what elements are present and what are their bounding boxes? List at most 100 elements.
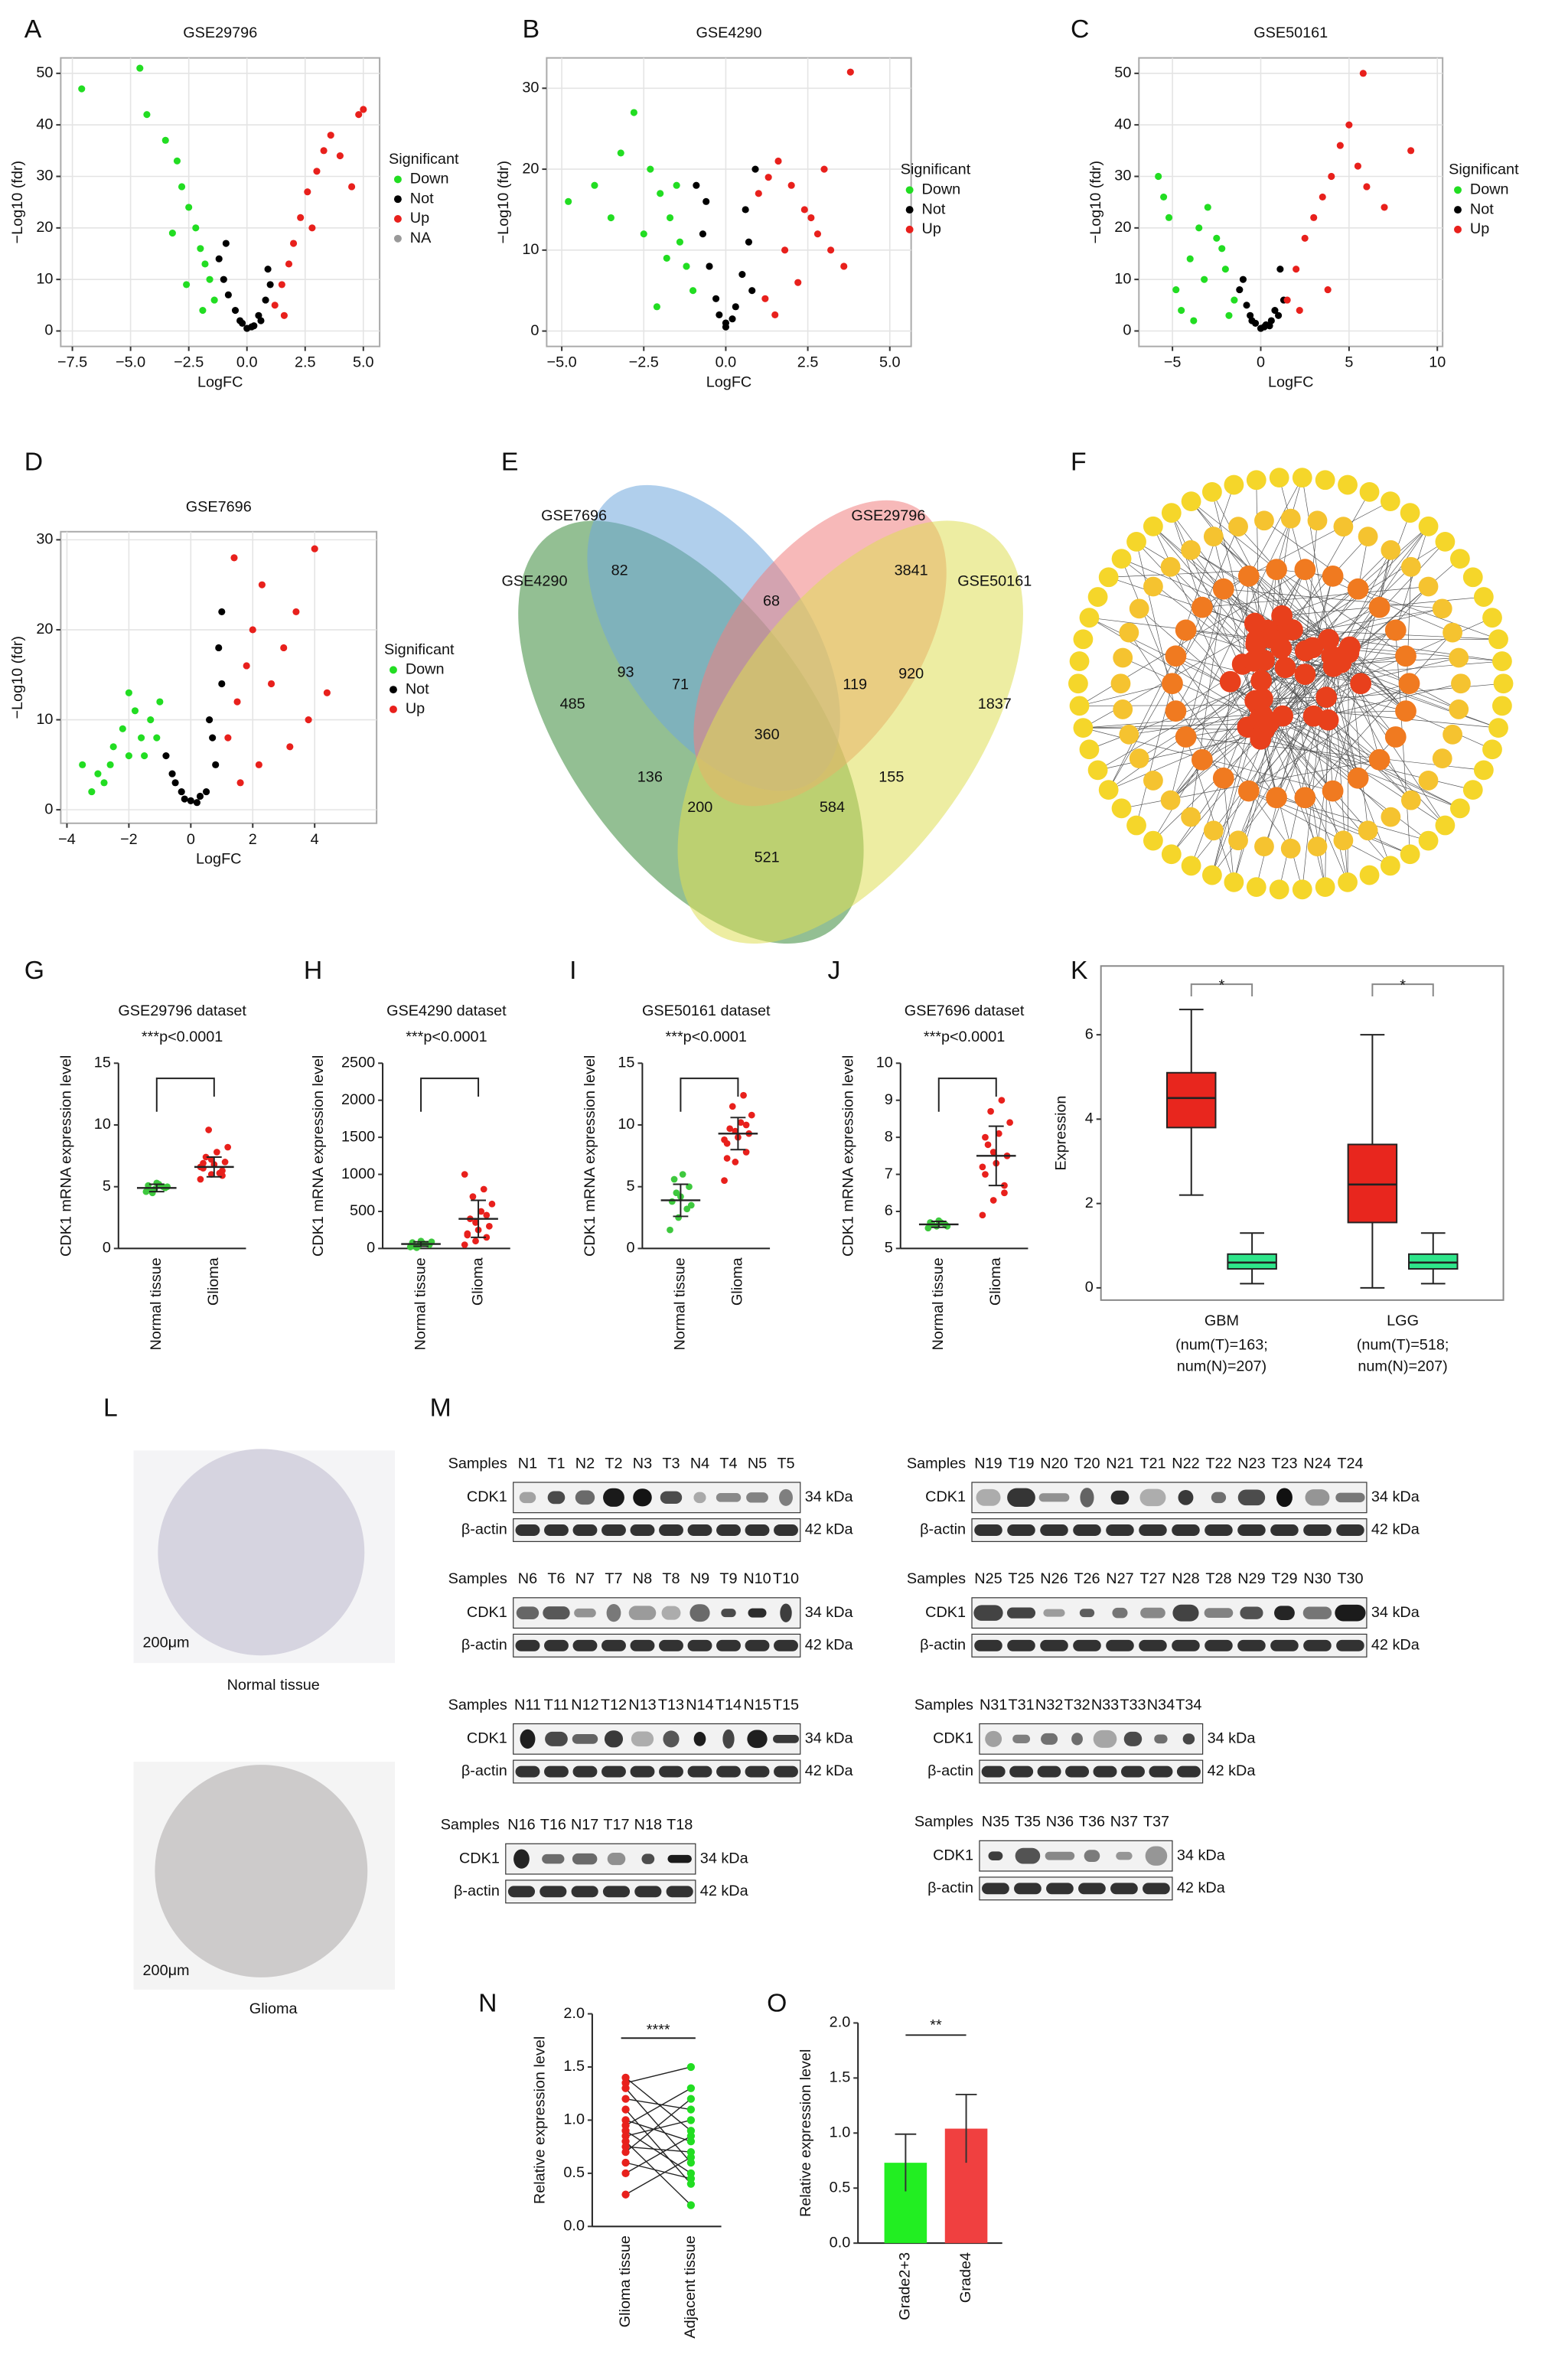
- network-node: [1068, 673, 1088, 694]
- point: [1001, 1182, 1008, 1189]
- blot-band: [661, 1606, 681, 1620]
- x-tick-label: Normal tissue: [412, 1257, 429, 1350]
- blot-band: [634, 1886, 662, 1898]
- legend-label: Not: [1470, 201, 1494, 217]
- network-node: [1181, 491, 1201, 512]
- network-node: [1400, 844, 1420, 865]
- network-node: [1292, 468, 1312, 488]
- point: [668, 1198, 676, 1205]
- point: [1310, 214, 1318, 221]
- venn-count: 521: [755, 849, 780, 866]
- lane-label: N3: [633, 1455, 652, 1472]
- lane-label: T23: [1271, 1455, 1297, 1472]
- point: [807, 214, 815, 222]
- point: [1354, 162, 1361, 170]
- x-tick-label: 0: [187, 831, 195, 848]
- network-node: [1224, 474, 1244, 495]
- point: [218, 608, 226, 615]
- network-node: [1266, 559, 1287, 581]
- annotation: **: [930, 2017, 942, 2034]
- point: [1293, 266, 1300, 273]
- x-axis-label: LogFC: [196, 851, 242, 868]
- blot-band: [974, 1639, 1002, 1651]
- network-node: [1111, 549, 1132, 569]
- point: [220, 275, 227, 283]
- network-node: [1111, 798, 1132, 819]
- network-node: [1079, 739, 1100, 760]
- blot-band: [1106, 1524, 1134, 1536]
- y-tick-label: 8: [885, 1128, 893, 1145]
- legend-label: Not: [406, 680, 429, 697]
- network-node: [1315, 686, 1338, 709]
- network-edge: [1129, 715, 1263, 735]
- x-tick-label: Glioma: [729, 1257, 746, 1306]
- point: [630, 109, 637, 116]
- lane-label: N15: [743, 1697, 771, 1713]
- network-node: [1162, 673, 1183, 695]
- y-tick-label: 10: [36, 711, 53, 728]
- point: [813, 230, 822, 238]
- point: [313, 168, 321, 175]
- plot-background: [60, 57, 381, 347]
- network-node: [1254, 510, 1274, 531]
- network-edge: [1282, 655, 1407, 716]
- chart-title: GSE4290 dataset: [386, 1003, 507, 1019]
- blot-band: [571, 1886, 598, 1898]
- network-node: [1333, 517, 1354, 537]
- point: [729, 1103, 736, 1110]
- blot-band: [1302, 1606, 1332, 1619]
- point: [1328, 172, 1335, 181]
- legend-swatch: [905, 206, 914, 214]
- network-node: [1315, 877, 1335, 898]
- blot-row-label: β-actin: [454, 1883, 500, 1899]
- point: [131, 707, 139, 715]
- x-tick-label: GBM: [1205, 1312, 1239, 1329]
- network-node: [1400, 556, 1421, 577]
- lane-label: T25: [1008, 1570, 1034, 1587]
- blot-band: [1178, 1489, 1194, 1505]
- network-node: [1098, 567, 1119, 588]
- y-tick-label: 50: [36, 64, 53, 81]
- point: [745, 238, 752, 246]
- blot-row-label: CDK1: [467, 1604, 507, 1621]
- blot-band: [520, 1729, 536, 1749]
- network-edge: [1121, 558, 1349, 654]
- blot-band: [545, 1731, 568, 1746]
- y-tick-label: 7: [885, 1166, 893, 1182]
- point: [221, 1159, 229, 1166]
- blot-band: [572, 1524, 598, 1536]
- blot-frame: [505, 1880, 696, 1904]
- network-node: [1492, 696, 1512, 716]
- blot-band: [1237, 1489, 1266, 1506]
- network-edge: [1170, 588, 1224, 800]
- point: [676, 238, 683, 246]
- venn-count: 82: [611, 562, 628, 579]
- lane-label: N24: [1303, 1455, 1331, 1472]
- network-node: [1203, 820, 1224, 841]
- network-edge: [1256, 575, 1333, 888]
- blot-band: [693, 1732, 706, 1746]
- blot-band: [745, 1639, 770, 1651]
- blot-band: [602, 1886, 631, 1898]
- point: [621, 2084, 630, 2092]
- blot-row-label: β-actin: [927, 1762, 973, 1779]
- x-tick-label: Glioma: [469, 1257, 486, 1306]
- blot-size-label: 42 kDa: [805, 1762, 854, 1779]
- y-tick-label: 0: [1123, 322, 1131, 339]
- blot-band: [1012, 1734, 1031, 1743]
- blot-band: [745, 1765, 770, 1778]
- legend-label: Not: [922, 201, 946, 217]
- x-tick-label: 2.5: [797, 354, 819, 371]
- lane-label: N11: [514, 1697, 541, 1713]
- point: [787, 181, 795, 189]
- box: [1166, 1071, 1217, 1129]
- lane-label: T8: [662, 1570, 680, 1587]
- blot-band: [1270, 1639, 1299, 1651]
- point: [258, 581, 266, 588]
- venn-count: 68: [763, 592, 780, 609]
- point: [212, 761, 220, 768]
- x-tick-label: −4: [58, 831, 76, 848]
- y-tick-label: 500: [350, 1202, 375, 1219]
- point: [286, 743, 294, 751]
- point: [748, 1111, 755, 1119]
